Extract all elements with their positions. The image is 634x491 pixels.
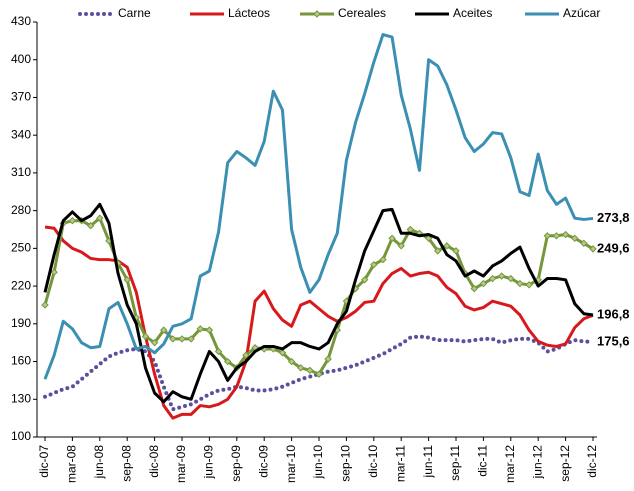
x-tick-label: sep-11 (448, 445, 462, 481)
legend-label: Lácteos (228, 6, 270, 20)
point-marker (452, 247, 460, 255)
point-marker (434, 247, 442, 255)
y-tick-label: 220 (11, 278, 31, 292)
point-marker (552, 232, 561, 240)
x-tick-label: mar-09 (174, 445, 188, 483)
series-line (44, 225, 594, 420)
point-marker (525, 281, 533, 289)
x-tick-label: sep-10 (339, 445, 353, 482)
value-label: 249,6 (597, 240, 630, 255)
point-marker (580, 239, 588, 248)
point-marker (242, 351, 250, 359)
point-marker (123, 276, 131, 284)
x-tick-label: jun-10 (311, 445, 325, 480)
point-marker (214, 347, 223, 356)
point-marker (443, 242, 451, 250)
x-tick-label: jun-09 (202, 445, 216, 480)
x-tick-label: mar-11 (393, 445, 407, 482)
legend-label: Cereales (338, 6, 386, 20)
x-tick-label: dic-09 (256, 445, 270, 478)
point-marker (379, 255, 387, 264)
point-marker (96, 214, 104, 222)
point-marker (169, 335, 177, 343)
y-tick-label: 340 (11, 127, 31, 141)
point-marker (297, 364, 305, 372)
legend-label: Azúcar (563, 6, 600, 20)
y-tick-label: 370 (11, 90, 31, 104)
series-line (43, 33, 594, 380)
x-tick-label: sep-09 (229, 445, 243, 482)
x-tick-label: dic-12 (585, 445, 599, 478)
x-tick-label: dic-07 (37, 445, 51, 478)
point-marker (589, 245, 597, 253)
x-tick-label: mar-08 (65, 445, 79, 483)
point-marker (86, 222, 95, 230)
x-tick-label: dic-10 (366, 445, 380, 478)
value-label: 196,8 (597, 307, 630, 322)
x-tick-label: mar-10 (284, 445, 298, 483)
x-tick-label: mar-12 (503, 445, 517, 483)
x-tick-label: jun-12 (530, 445, 544, 480)
y-tick-label: 250 (11, 241, 31, 255)
point-marker (516, 279, 524, 288)
x-tick-label: dic-11 (476, 445, 490, 477)
point-marker (488, 274, 497, 283)
legend-label: Carne (118, 6, 151, 20)
point-marker (324, 355, 332, 363)
value-label: 175,6 (597, 333, 630, 348)
x-tick-label: sep-08 (119, 445, 133, 482)
y-tick-label: 400 (11, 52, 31, 66)
y-tick-label: 130 (11, 391, 31, 405)
value-label: 273,8 (597, 210, 630, 225)
point-marker (360, 276, 369, 284)
y-tick-label: 310 (11, 165, 31, 179)
point-marker (68, 216, 77, 225)
point-marker (150, 338, 159, 347)
point-marker (141, 332, 150, 341)
point-marker (196, 325, 204, 333)
point-marker (315, 370, 323, 378)
legend-marker (313, 10, 321, 18)
point-marker (507, 274, 515, 283)
point-marker (278, 349, 287, 357)
y-tick-label: 280 (11, 203, 31, 217)
point-marker (187, 335, 195, 343)
point-marker (571, 234, 579, 243)
point-marker (406, 225, 415, 234)
point-marker (470, 284, 478, 293)
point-marker (561, 230, 570, 239)
point-marker (370, 261, 378, 269)
legend-label: Aceites (453, 6, 492, 20)
point-marker (205, 326, 214, 334)
y-tick-label: 160 (11, 354, 31, 368)
y-tick-label: 190 (11, 316, 31, 330)
point-marker (388, 234, 396, 243)
x-tick-label: jun-11 (421, 445, 435, 479)
point-marker (497, 272, 506, 280)
point-marker (424, 234, 433, 243)
y-tick-label: 430 (11, 14, 31, 28)
y-tick-label: 100 (11, 429, 31, 443)
point-marker (223, 357, 232, 366)
series-line (43, 202, 594, 404)
x-tick-label: sep-12 (558, 445, 572, 482)
point-marker (287, 357, 296, 366)
x-tick-label: dic-08 (147, 445, 161, 478)
point-marker (543, 232, 552, 240)
point-marker (41, 301, 49, 309)
point-marker (160, 326, 168, 334)
point-marker (50, 268, 58, 276)
point-marker (178, 335, 186, 343)
point-marker (306, 366, 314, 375)
point-marker (397, 242, 405, 250)
point-marker (251, 344, 259, 352)
x-tick-label: jun-08 (92, 445, 106, 480)
point-marker (479, 279, 488, 288)
